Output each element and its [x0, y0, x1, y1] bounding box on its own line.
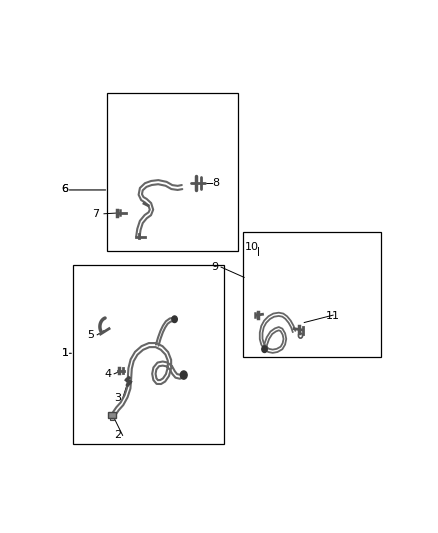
Text: 8: 8 [212, 178, 220, 188]
Text: 6: 6 [61, 184, 68, 194]
Text: 7: 7 [92, 209, 99, 219]
Text: 1: 1 [61, 348, 68, 358]
Text: 6: 6 [61, 184, 68, 194]
Text: 9: 9 [212, 262, 219, 272]
Text: 10: 10 [245, 241, 259, 252]
Text: 4: 4 [104, 369, 111, 379]
Circle shape [180, 371, 187, 379]
Bar [108, 413, 116, 418]
Text: 2: 2 [114, 430, 121, 440]
Bar [243, 232, 381, 358]
Text: 1: 1 [61, 348, 68, 358]
Circle shape [262, 346, 267, 352]
Text: 11: 11 [326, 311, 340, 321]
Text: 5: 5 [87, 330, 94, 340]
Text: 3: 3 [114, 393, 121, 403]
Bar [107, 93, 238, 251]
Circle shape [172, 316, 177, 322]
Bar [110, 418, 114, 420]
Bar [74, 265, 224, 443]
